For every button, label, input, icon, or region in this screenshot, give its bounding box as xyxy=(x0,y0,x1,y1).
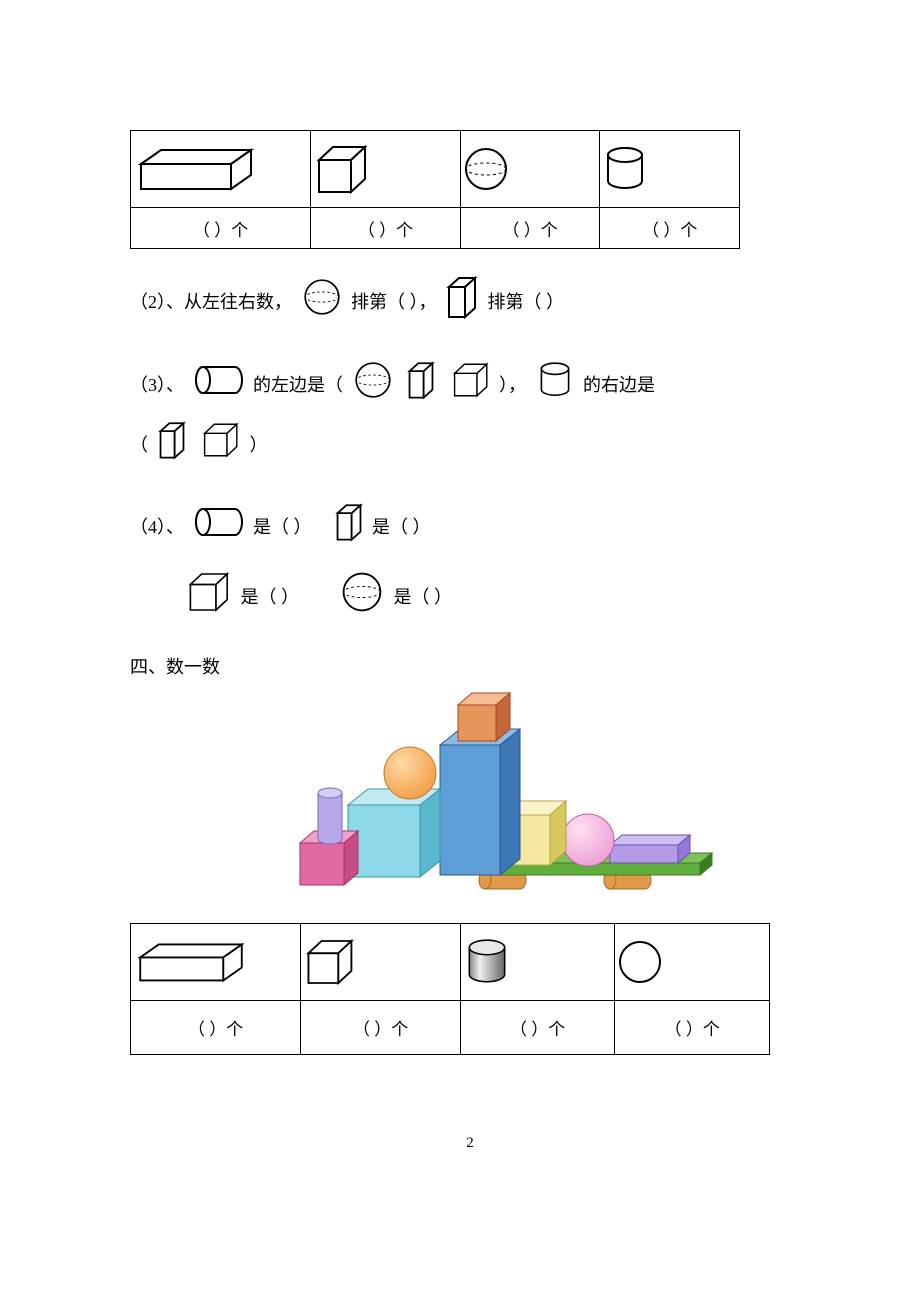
q4-is1: 是（ ） xyxy=(253,517,312,537)
q3-mid1: 的左边是（ xyxy=(253,375,343,395)
tall-cuboid-icon xyxy=(157,419,187,475)
sphere-icon xyxy=(339,569,385,629)
cylinder-icon xyxy=(535,360,575,414)
count-cell[interactable]: （ ）个 xyxy=(131,1001,301,1055)
sphere-icon xyxy=(301,276,343,332)
shape-count-table-2: （ ）个 （ ）个 （ ）个 （ ）个 xyxy=(130,923,770,1055)
count-cell[interactable]: （ ）个 xyxy=(600,208,740,249)
q3-l2-close: ） xyxy=(250,435,268,455)
q2-mid2: 排第（ ） xyxy=(488,292,565,312)
blocks-figure xyxy=(210,685,730,905)
count-cell[interactable]: （ ）个 xyxy=(615,1001,770,1055)
cube-icon xyxy=(449,360,491,414)
q2-mid1: 排第（ ）， xyxy=(351,292,437,312)
cylinder-horizontal-icon xyxy=(193,506,245,552)
cylinder-shaded-icon xyxy=(461,937,513,987)
question-4-line1: （4）、 是（ ） 是（ ） xyxy=(130,501,810,557)
q3-mid3: 的右边是 xyxy=(583,375,655,395)
cube-icon xyxy=(184,569,232,629)
cell-cuboid xyxy=(131,131,311,208)
count-cell[interactable]: （ ）个 xyxy=(131,208,311,249)
cube-icon xyxy=(199,420,241,474)
cell-cube xyxy=(311,131,461,208)
shape-count-table-1: （ ）个 （ ）个 （ ）个 （ ）个 xyxy=(130,130,740,249)
q4-is4: 是（ ） xyxy=(394,587,453,607)
count-cell[interactable]: （ ）个 xyxy=(311,208,461,249)
tall-cuboid-icon xyxy=(445,275,479,333)
question-3-line2: （ ） xyxy=(130,419,810,475)
count-cell[interactable]: （ ）个 xyxy=(460,208,600,249)
q3-l2-open: （ xyxy=(130,435,148,455)
q3-mid2: ）， xyxy=(499,375,526,395)
cell-sphere xyxy=(460,131,600,208)
cuboid-icon xyxy=(131,144,261,194)
q2-prefix: （2）、从左往右数， xyxy=(130,292,292,312)
cell-cylinder xyxy=(600,131,740,208)
q3-prefix: （3）、 xyxy=(130,375,184,395)
cylinder-horizontal-icon xyxy=(193,364,245,410)
count-cell[interactable]: （ ）个 xyxy=(301,1001,461,1055)
worksheet-page: （ ）个 （ ）个 （ ）个 （ ）个 （2）、从左往右数， 排第（ ）， xyxy=(0,0,920,1212)
question-3: （3）、 的左边是（ xyxy=(130,359,810,415)
q4-is3: 是（ ） xyxy=(241,587,300,607)
tall-cuboid-icon xyxy=(406,359,436,415)
cube-icon xyxy=(311,142,371,197)
q4-is2: 是（ ） xyxy=(372,517,431,537)
count-cell[interactable]: （ ）个 xyxy=(460,1001,615,1055)
q4-prefix: （4）、 xyxy=(130,517,184,537)
cell-cuboid xyxy=(131,924,301,1001)
cube-icon xyxy=(301,936,357,988)
question-4-line2: 是（ ） 是（ ） xyxy=(130,569,810,629)
tall-cuboid-icon xyxy=(334,501,364,557)
cell-circle xyxy=(615,924,770,1001)
cylinder-icon xyxy=(600,145,650,193)
cell-cylinder-shaded xyxy=(460,924,615,1001)
section-4-title: 四、数一数 xyxy=(130,653,810,679)
page-number: 2 xyxy=(130,1135,810,1152)
sphere-icon xyxy=(461,144,511,194)
question-2: （2）、从左往右数， 排第（ ）， 排第（ ） xyxy=(130,275,810,333)
circle-icon xyxy=(615,937,665,987)
sphere-icon xyxy=(352,359,394,415)
cuboid-icon xyxy=(131,938,251,986)
cell-cube xyxy=(301,924,461,1001)
